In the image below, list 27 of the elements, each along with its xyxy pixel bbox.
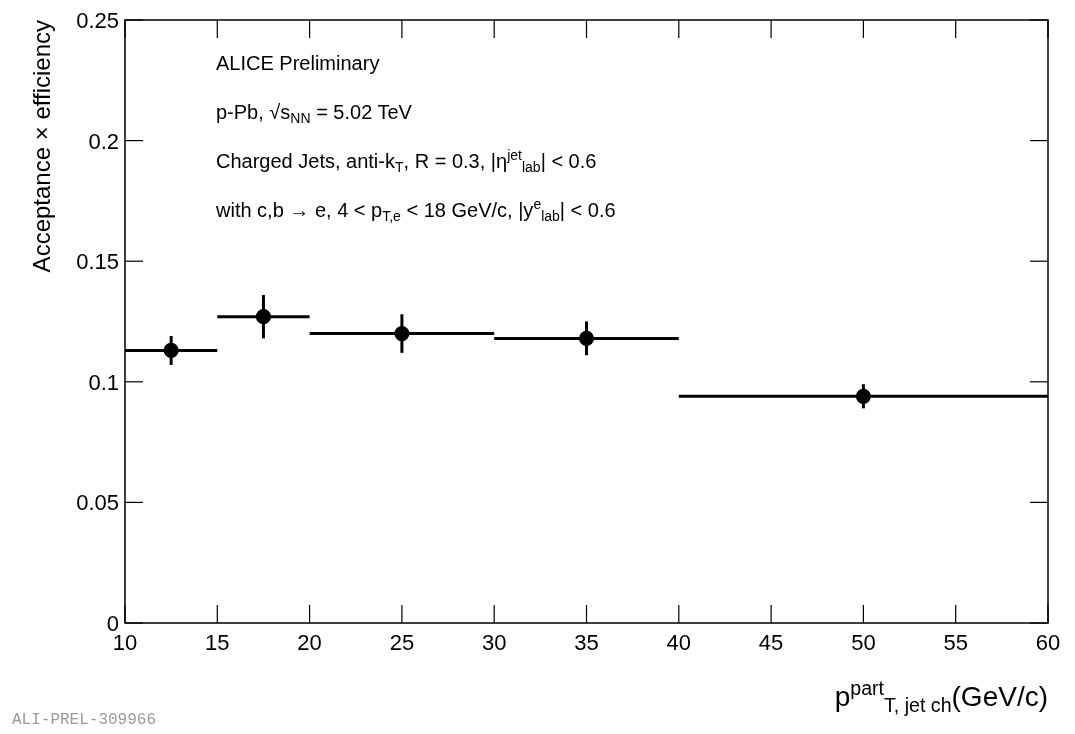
x-tick-label: 50 [851, 630, 876, 655]
y-axis-title: Acceptance × efficiency [28, 20, 55, 273]
x-tick-label: 60 [1035, 630, 1061, 655]
x-tick-label: 20 [297, 630, 322, 655]
annotation: with c,b → e, 4 < p$_{T,e}$ < 18 GeV/c, |y$^{e}$$_{lab}$| < 0.6 [215, 196, 616, 225]
y-tick-label: 0.1 [88, 369, 119, 395]
y-tick-label: 0.05 [76, 490, 119, 516]
x-tick-label: 40 [666, 630, 692, 655]
y-tick-label: 0.2 [88, 128, 119, 154]
point [578, 330, 595, 346]
x-tick-label: 15 [205, 630, 230, 655]
point [394, 326, 410, 342]
annotation: ALICE Preliminary [216, 52, 380, 74]
y-tick-label: 0.15 [76, 249, 119, 275]
annotation: p-Pb, √s$_{NN}$ = 5.02 TeV [216, 101, 413, 127]
annotation: Charged Jets, anti-k$_{T}$, R = 0.3, |η$^{jet}$$_{lab}$| < 0.6 [216, 147, 597, 176]
x-tick-label: 30 [481, 630, 507, 655]
point [255, 309, 272, 325]
y-tick-label: 0.25 [76, 8, 119, 33]
x-tick-label: 45 [758, 630, 784, 655]
point [163, 342, 179, 358]
x-tick-label: 25 [389, 630, 415, 655]
point [855, 388, 871, 404]
x-axis-title: p$^{part}$$_{T, jet ch}$(GeV/c) [834, 677, 1048, 716]
text: ALI-PREL-309966 [12, 711, 157, 729]
x-tick-label: 35 [574, 630, 599, 655]
x-tick-label: 55 [943, 630, 968, 655]
